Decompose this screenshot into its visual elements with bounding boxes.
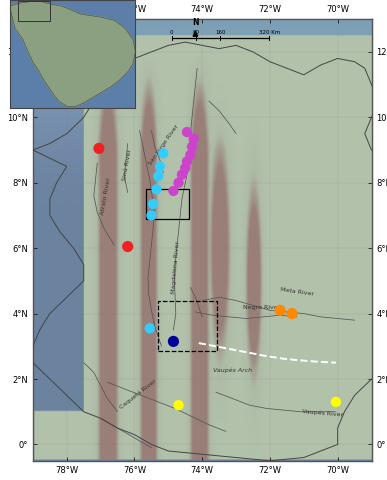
Point [189, 143, 195, 151]
Point [153, 185, 159, 193]
Text: N: N [192, 18, 199, 27]
Text: Atrato River: Atrato River [100, 177, 111, 215]
Point [187, 151, 194, 159]
Text: Sinú River: Sinú River [122, 149, 133, 181]
Text: Meta River: Meta River [280, 288, 314, 297]
Point [147, 324, 153, 332]
Point [191, 135, 197, 143]
Text: 320 Km: 320 Km [259, 30, 280, 35]
Point [125, 243, 131, 251]
Point [175, 179, 182, 187]
Text: 80: 80 [193, 30, 200, 35]
Text: Vaupés River: Vaupés River [302, 409, 343, 418]
Point [96, 144, 102, 152]
Point [170, 187, 176, 195]
Text: Magdalena River: Magdalena River [171, 241, 181, 294]
Polygon shape [10, 1, 135, 107]
Text: 160: 160 [215, 30, 226, 35]
Text: Caquetá River: Caquetá River [118, 378, 157, 410]
Bar [158, 300, 217, 351]
Point [333, 398, 339, 406]
Point [175, 401, 182, 409]
Text: San Jorge River: San Jorge River [147, 124, 179, 166]
Point [155, 172, 161, 180]
Point [184, 157, 190, 165]
Point [170, 337, 176, 345]
Point [157, 163, 163, 170]
Point [184, 128, 190, 136]
Text: Negro River: Negro River [243, 304, 280, 310]
Bar [146, 189, 188, 219]
Point [277, 307, 283, 314]
Point [182, 164, 188, 172]
Point [148, 212, 154, 219]
Text: 0: 0 [170, 30, 173, 35]
Point [150, 200, 156, 208]
Text: Vaupés Arch: Vaupés Arch [213, 368, 252, 373]
Point [289, 310, 295, 317]
Point [160, 149, 166, 157]
Point [179, 171, 185, 179]
Bar [17, 1, 50, 21]
